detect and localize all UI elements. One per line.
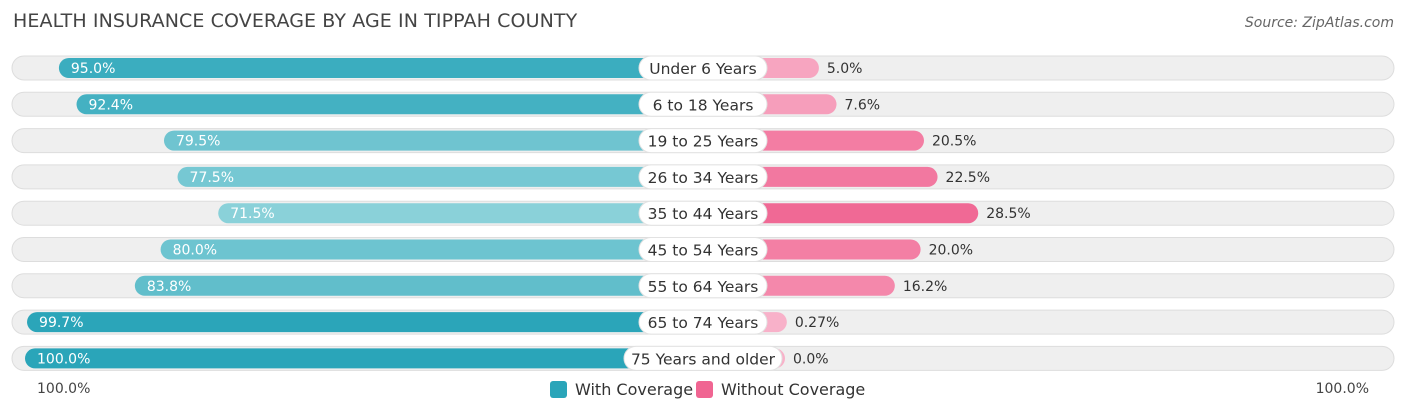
chart-title: HEALTH INSURANCE COVERAGE BY AGE IN TIPP… xyxy=(13,10,578,32)
without-coverage-value-label: 22.5% xyxy=(946,170,990,186)
category-pill xyxy=(638,128,768,154)
with-coverage-bar xyxy=(27,312,704,333)
with-coverage-value-label: 71.5% xyxy=(230,206,274,222)
without-coverage-value-label: 5.0% xyxy=(827,61,863,77)
axis-right-label: 100.0% xyxy=(1315,381,1369,397)
with-coverage-value-label: 80.0% xyxy=(173,243,217,259)
with-coverage-value-label: 100.0% xyxy=(37,351,90,367)
category-label: Under 6 Years xyxy=(649,60,757,78)
category-pill xyxy=(638,273,768,299)
category-label: 19 to 25 Years xyxy=(648,133,759,151)
without-coverage-value-label: 0.27% xyxy=(795,315,839,331)
category-label: 55 to 64 Years xyxy=(648,278,759,296)
category-pill xyxy=(638,200,768,226)
with-coverage-bar xyxy=(25,348,703,369)
category-pill xyxy=(638,91,768,117)
with-coverage-bar xyxy=(177,166,704,187)
category-label: 35 to 44 Years xyxy=(648,205,759,223)
with-coverage-value-label: 95.0% xyxy=(71,61,115,77)
category-pill xyxy=(638,237,768,262)
category-pill xyxy=(623,345,783,371)
without-coverage-value-label: 20.5% xyxy=(932,134,976,150)
category-label: 45 to 54 Years xyxy=(648,242,759,260)
legend-with-label: With Coverage xyxy=(575,379,694,399)
legend-without-label: Without Coverage xyxy=(721,379,866,399)
without-coverage-bar xyxy=(703,203,979,224)
category-label: 75 Years and older xyxy=(631,350,776,368)
without-coverage-value-label: 16.2% xyxy=(903,279,947,295)
with-coverage-bar xyxy=(218,203,704,224)
legend-without-coverage: Without Coverage xyxy=(696,379,865,399)
with-coverage-value-label: 79.5% xyxy=(176,134,220,150)
with-coverage-bar xyxy=(134,275,703,296)
legend-with-swatch xyxy=(550,380,567,398)
with-coverage-bar xyxy=(160,239,704,260)
without-coverage-value-label: 20.0% xyxy=(929,243,973,259)
with-coverage-value-label: 83.8% xyxy=(147,279,191,295)
category-pill xyxy=(638,309,768,335)
with-coverage-bar xyxy=(76,94,703,115)
with-coverage-value-label: 77.5% xyxy=(190,170,234,186)
with-coverage-bar xyxy=(163,130,704,151)
category-pill xyxy=(638,55,768,81)
with-coverage-value-label: 99.7% xyxy=(39,315,83,331)
legend-with-coverage: With Coverage xyxy=(550,379,693,399)
category-label: 6 to 18 Years xyxy=(653,96,754,114)
without-coverage-value-label: 0.0% xyxy=(793,351,829,367)
legend-without-swatch xyxy=(696,380,713,398)
without-coverage-value-label: 7.6% xyxy=(845,97,881,113)
category-label: 65 to 74 Years xyxy=(648,314,759,332)
source-label: Source: ZipAtlas.com xyxy=(1244,15,1394,31)
category-pill xyxy=(638,164,768,190)
category-label: 26 to 34 Years xyxy=(648,169,759,187)
with-coverage-value-label: 92.4% xyxy=(89,97,133,113)
without-coverage-value-label: 28.5% xyxy=(986,206,1030,222)
with-coverage-bar xyxy=(58,58,703,78)
axis-left-label: 100.0% xyxy=(37,381,91,397)
